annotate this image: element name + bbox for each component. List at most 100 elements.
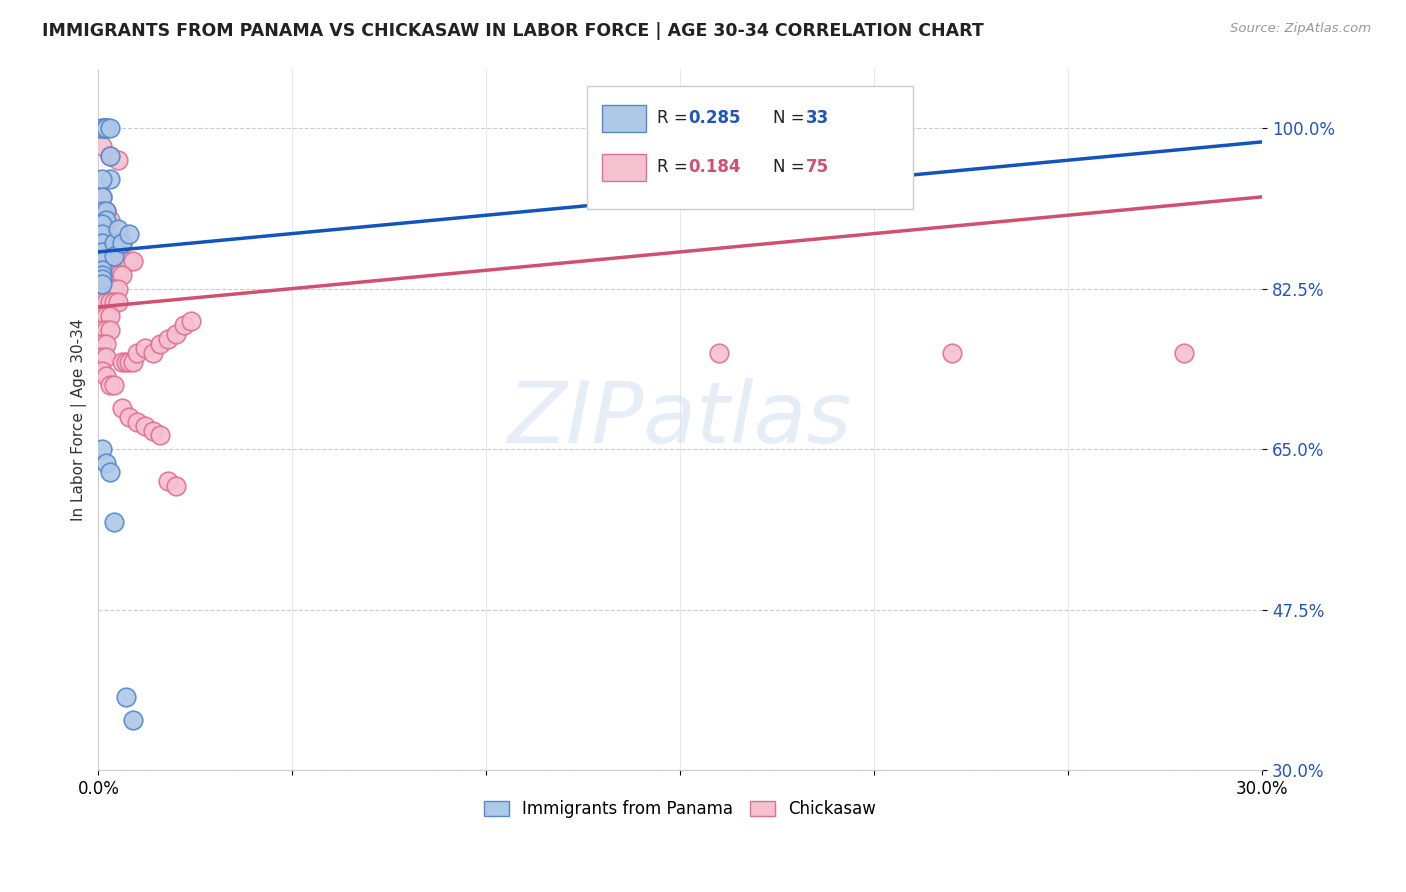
Point bbox=[103, 250, 125, 264]
Point bbox=[91, 277, 114, 291]
Point bbox=[114, 690, 136, 704]
Point bbox=[114, 254, 136, 268]
Point bbox=[107, 295, 129, 310]
Point bbox=[107, 282, 129, 296]
Point bbox=[1173, 345, 1195, 359]
Text: ZIPatlas: ZIPatlas bbox=[508, 377, 852, 461]
Point bbox=[103, 377, 125, 392]
Point bbox=[94, 351, 117, 365]
Point bbox=[165, 479, 187, 493]
Point bbox=[98, 295, 121, 310]
Point bbox=[91, 336, 114, 351]
Point bbox=[91, 121, 114, 136]
Point bbox=[91, 364, 114, 378]
Text: Source: ZipAtlas.com: Source: ZipAtlas.com bbox=[1230, 22, 1371, 36]
Point bbox=[142, 424, 165, 438]
Point bbox=[118, 227, 141, 241]
Point bbox=[157, 332, 180, 346]
Point bbox=[103, 295, 125, 310]
Point bbox=[91, 263, 114, 277]
Point bbox=[91, 218, 114, 232]
Point bbox=[94, 203, 117, 218]
Point bbox=[707, 345, 730, 359]
Text: 0.184: 0.184 bbox=[689, 158, 741, 176]
Point bbox=[94, 212, 117, 227]
Point bbox=[91, 254, 114, 268]
Y-axis label: In Labor Force | Age 30-34: In Labor Force | Age 30-34 bbox=[72, 318, 87, 521]
Point bbox=[98, 263, 121, 277]
Point bbox=[98, 212, 121, 227]
Point bbox=[941, 345, 963, 359]
Point bbox=[94, 336, 117, 351]
Text: R =: R = bbox=[657, 158, 693, 176]
Point bbox=[114, 355, 136, 369]
Point bbox=[111, 235, 134, 250]
Point bbox=[91, 235, 114, 250]
Point bbox=[91, 139, 114, 153]
Point bbox=[98, 171, 121, 186]
Point bbox=[98, 377, 121, 392]
Point bbox=[142, 345, 165, 359]
Point bbox=[122, 254, 145, 268]
Point bbox=[94, 121, 117, 136]
Point bbox=[98, 250, 121, 264]
Point bbox=[91, 190, 114, 204]
Point bbox=[111, 355, 134, 369]
Point bbox=[173, 318, 195, 333]
Point bbox=[91, 309, 114, 323]
Text: R =: R = bbox=[657, 109, 693, 127]
Point bbox=[118, 254, 141, 268]
Point bbox=[94, 121, 117, 136]
Point bbox=[91, 218, 114, 232]
Point bbox=[103, 268, 125, 282]
Point bbox=[94, 368, 117, 383]
Point bbox=[98, 148, 121, 162]
Text: 0.285: 0.285 bbox=[689, 109, 741, 127]
Point bbox=[107, 254, 129, 268]
Point bbox=[98, 148, 121, 162]
Point bbox=[149, 336, 172, 351]
Point bbox=[134, 419, 156, 434]
Text: 33: 33 bbox=[806, 109, 830, 127]
Point bbox=[98, 235, 121, 250]
Point bbox=[103, 254, 125, 268]
Point bbox=[91, 272, 114, 286]
Text: N =: N = bbox=[773, 109, 810, 127]
Point bbox=[94, 263, 117, 277]
Point bbox=[91, 351, 114, 365]
Text: IMMIGRANTS FROM PANAMA VS CHICKASAW IN LABOR FORCE | AGE 30-34 CORRELATION CHART: IMMIGRANTS FROM PANAMA VS CHICKASAW IN L… bbox=[42, 22, 984, 40]
Point bbox=[91, 295, 114, 310]
Point bbox=[94, 250, 117, 264]
Point bbox=[98, 121, 121, 136]
Point bbox=[111, 235, 134, 250]
Point bbox=[103, 516, 125, 530]
Point bbox=[94, 295, 117, 310]
Point bbox=[91, 121, 114, 136]
Point bbox=[94, 456, 117, 470]
Point bbox=[103, 282, 125, 296]
Point bbox=[165, 327, 187, 342]
Point bbox=[91, 263, 114, 277]
Point bbox=[94, 227, 117, 241]
Point bbox=[91, 227, 114, 241]
Point bbox=[94, 323, 117, 337]
Point bbox=[91, 171, 114, 186]
Point bbox=[107, 153, 129, 168]
Bar bbox=[602, 154, 647, 181]
Point bbox=[107, 222, 129, 236]
Point bbox=[98, 323, 121, 337]
Point bbox=[122, 713, 145, 727]
Point bbox=[107, 235, 129, 250]
Point bbox=[98, 465, 121, 479]
Legend: Immigrants from Panama, Chickasaw: Immigrants from Panama, Chickasaw bbox=[478, 794, 883, 825]
Point bbox=[103, 235, 125, 250]
Point bbox=[134, 341, 156, 355]
Point bbox=[118, 355, 141, 369]
Point bbox=[91, 203, 114, 218]
Point bbox=[180, 314, 202, 328]
Point bbox=[91, 190, 114, 204]
Point bbox=[91, 244, 114, 259]
Text: 75: 75 bbox=[806, 158, 830, 176]
Point bbox=[122, 355, 145, 369]
Point bbox=[98, 309, 121, 323]
